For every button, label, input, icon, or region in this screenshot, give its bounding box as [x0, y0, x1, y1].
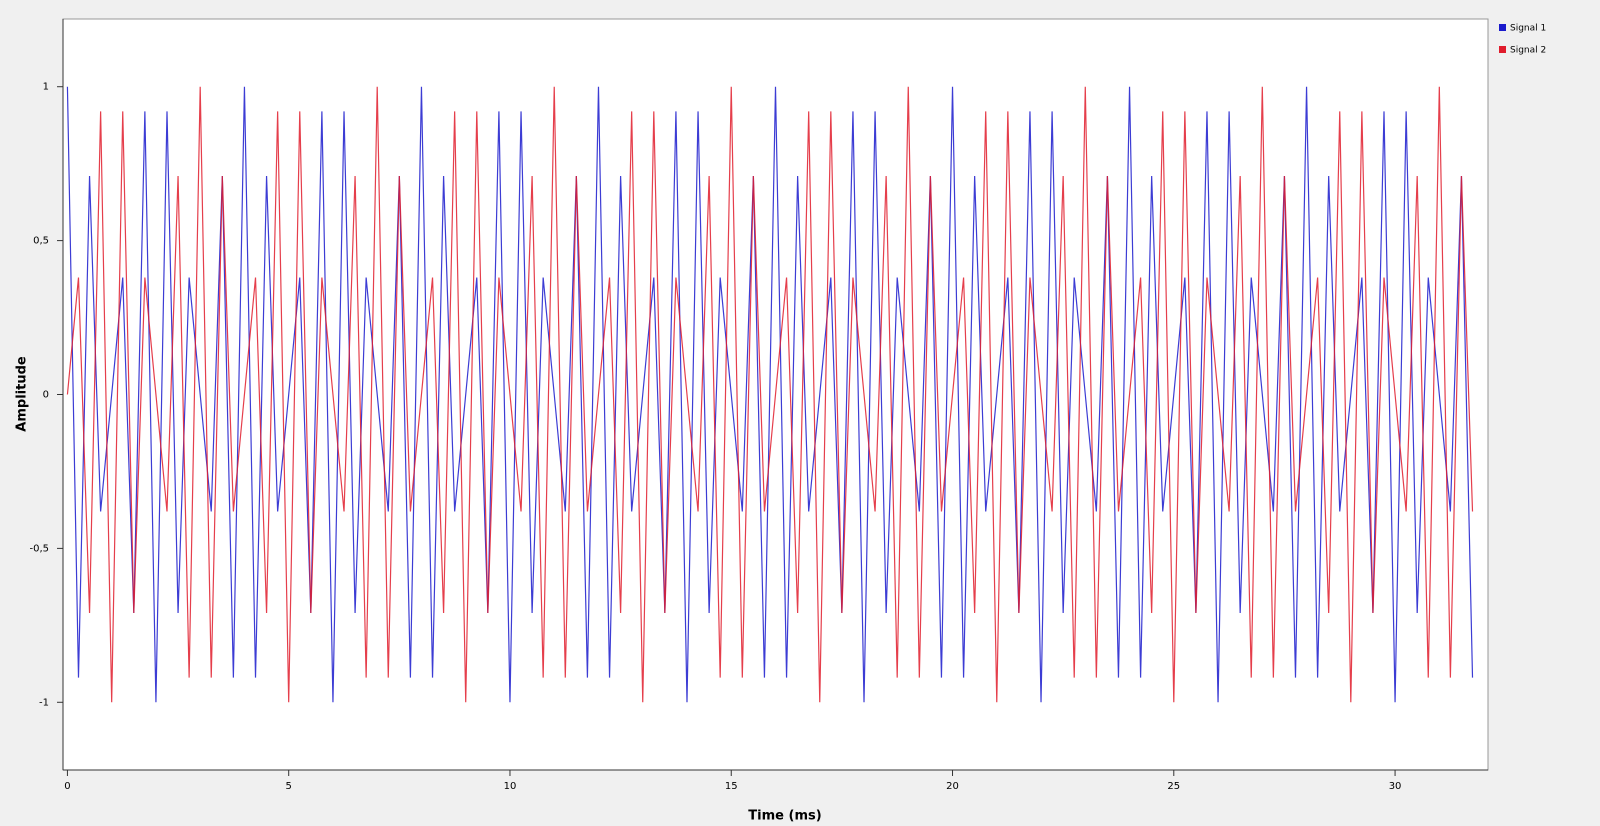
y-tick-label: -1: [39, 697, 49, 708]
legend-label: Signal 2: [1510, 46, 1546, 56]
x-tick-label: 30: [1389, 781, 1402, 792]
x-tick-label: 20: [946, 781, 959, 792]
legend-swatch: [1499, 46, 1506, 53]
y-axis-label: Amplitude: [15, 356, 30, 432]
legend-swatch: [1499, 24, 1506, 31]
legend-label: Signal 1: [1510, 24, 1546, 34]
x-tick-label: 10: [504, 781, 517, 792]
x-axis-label: Time (ms): [748, 809, 821, 824]
x-tick-label: 15: [725, 781, 738, 792]
x-tick-label: 25: [1167, 781, 1180, 792]
series-line: [66, 86, 1474, 703]
series-line: [66, 86, 1474, 703]
x-tick-label: 5: [286, 781, 292, 792]
x-tick-label: 0: [64, 781, 70, 792]
y-tick-label: 0: [43, 390, 49, 401]
y-tick-label: 1: [43, 82, 49, 93]
y-tick-label: -0,5: [29, 543, 49, 554]
y-tick-label: 0,5: [33, 236, 49, 247]
